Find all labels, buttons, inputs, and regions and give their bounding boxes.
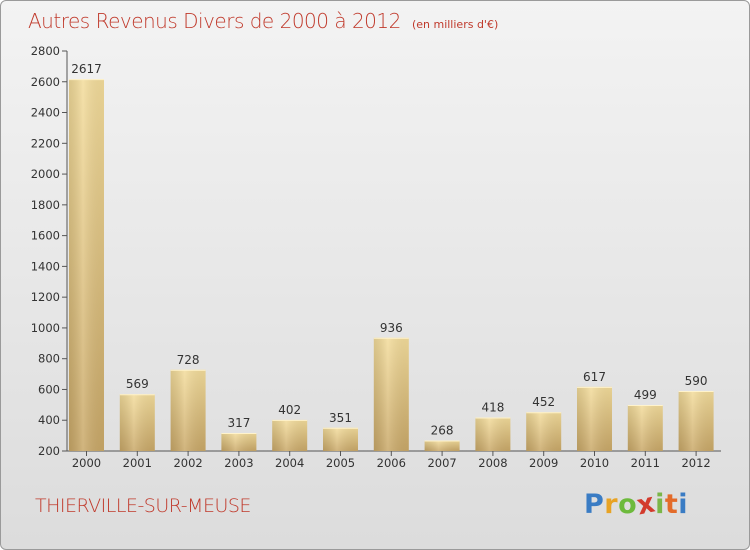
title-row: Autres Revenus Divers de 2000 à 2012 (en…	[28, 9, 498, 33]
data-label: 452	[532, 395, 555, 409]
data-label: 402	[278, 403, 301, 417]
x-tick-label: 2005	[326, 456, 355, 470]
y-tick-label: 600	[38, 382, 60, 396]
y-tick-label: 400	[38, 413, 60, 427]
data-label: 617	[583, 370, 606, 384]
x-tick-label: 2002	[173, 456, 202, 470]
x-tick-label: 2001	[123, 456, 152, 470]
y-tick-label: 1600	[31, 229, 60, 243]
bar-shade	[272, 419, 308, 451]
commune-name: THIERVILLE-SUR-MEUSE	[35, 495, 251, 517]
y-tick-label: 1800	[31, 198, 60, 212]
data-label: 2617	[71, 62, 102, 76]
data-label: 418	[481, 400, 504, 414]
bar-shade	[323, 427, 358, 451]
logo-letter: t	[664, 489, 679, 520]
data-label: 590	[685, 374, 708, 388]
x-tick-label: 2008	[478, 456, 507, 470]
bar-shade	[627, 405, 663, 451]
logo-letter: i	[655, 489, 665, 520]
data-label: 317	[227, 416, 250, 430]
x-tick-label: 2009	[529, 456, 558, 470]
y-tick-label: 2800	[31, 44, 60, 58]
logo-letter: i	[678, 489, 689, 520]
x-tick-label: 2011	[631, 456, 660, 470]
data-label: 728	[177, 353, 200, 367]
bar-shade	[221, 433, 257, 451]
bar-shade	[69, 79, 104, 452]
y-tick-label: 200	[38, 444, 60, 458]
data-label: 569	[126, 377, 149, 391]
x-tick-label: 2010	[580, 456, 609, 470]
logo-letter: o	[618, 489, 638, 520]
y-tick-label: 800	[38, 352, 60, 366]
bar-shade	[577, 386, 612, 451]
bar-shade	[373, 337, 409, 451]
data-label: 499	[634, 388, 657, 402]
chart-subtitle: (en milliers d'€)	[411, 18, 499, 31]
data-label: 936	[380, 321, 403, 335]
x-tick-label: 2004	[275, 456, 304, 470]
x-tick-label: 2006	[377, 456, 406, 470]
y-tick-label: 2200	[31, 136, 60, 150]
bar-shade	[424, 440, 460, 451]
chart-title: Autres Revenus Divers de 2000 à 2012	[28, 9, 401, 33]
x-tick-label: 2000	[72, 456, 101, 470]
y-tick-label: 1200	[31, 290, 60, 304]
y-tick-label: 2600	[31, 75, 60, 89]
x-tick-label: 2012	[681, 456, 710, 470]
logo-letter: P	[584, 489, 605, 520]
bar-shade	[526, 412, 562, 451]
y-tick-label: 2000	[31, 167, 60, 181]
bar-shade	[170, 369, 206, 451]
proxiti-logo: Proxiti	[584, 487, 689, 521]
y-tick-label: 1400	[31, 259, 60, 273]
bar-shade	[119, 394, 155, 451]
logo-letter: r	[604, 489, 619, 520]
y-tick-label: 2400	[31, 106, 60, 120]
y-tick-label: 1000	[31, 321, 60, 335]
x-tick-label: 2003	[224, 456, 253, 470]
x-tick-label: 2007	[427, 456, 456, 470]
data-label: 351	[329, 411, 352, 425]
bar-shade	[678, 391, 714, 451]
bar-shade	[475, 417, 511, 451]
data-label: 268	[431, 424, 454, 438]
